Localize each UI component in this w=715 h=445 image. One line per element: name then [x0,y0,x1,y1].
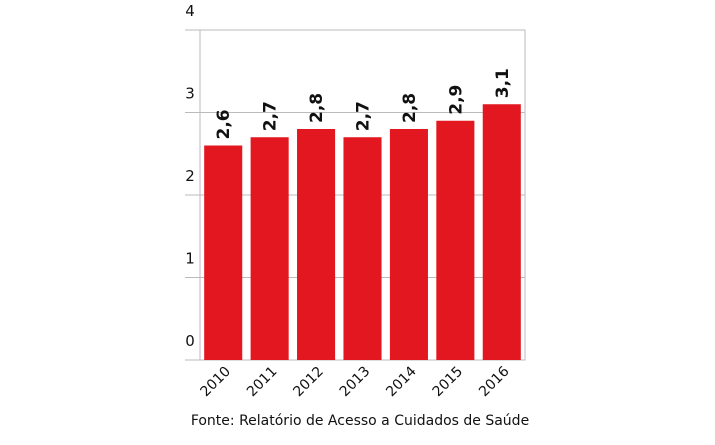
bar [389,129,428,360]
y-tick-label: 0 [185,332,195,350]
value-label: 2,8 [307,93,327,123]
x-tick-label: 2016 [476,363,513,400]
y-tick-label: 4 [185,2,195,20]
bar [250,137,289,360]
value-label: 2,7 [261,101,281,131]
x-tick-label: 2015 [430,364,467,401]
x-tick-label: 2014 [383,363,420,400]
bar [436,120,475,360]
bar [297,129,336,360]
source-note: Fonte: Relatório de Acesso a Cuidados de… [191,413,529,429]
bar [482,104,521,360]
x-tick-label: 2012 [290,364,327,401]
x-tick-label: 2010 [198,364,235,401]
value-label: 2,8 [400,93,420,123]
bar [343,137,382,360]
value-label: 2,9 [446,85,466,115]
value-label: 2,7 [354,101,374,131]
y-tick-label: 2 [185,167,195,185]
value-label: 2,6 [214,109,234,139]
bar [204,145,243,360]
y-tick-label: 1 [185,250,195,268]
y-tick-label: 3 [185,85,195,103]
value-label: 3,1 [493,68,513,98]
x-tick-label: 2011 [244,364,281,401]
x-tick-label: 2013 [337,364,374,401]
